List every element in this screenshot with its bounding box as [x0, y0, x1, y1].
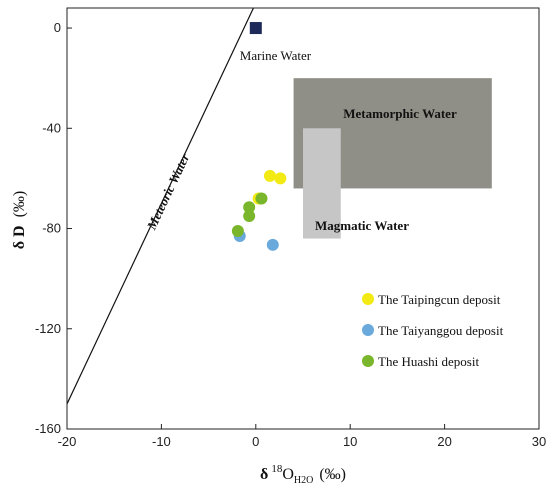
- y-tick-label: -160: [35, 421, 61, 436]
- y-axis-title: δ D(‰): [11, 191, 28, 250]
- metamorphic-water-label: Metamorphic Water: [343, 106, 457, 121]
- y-tick-label: -40: [42, 120, 61, 135]
- marine-water-label: Marine Water: [240, 48, 312, 63]
- data-point-series-1-2: [274, 172, 287, 185]
- magmatic-water-label: Magmatic Water: [315, 218, 409, 233]
- y-tick-label: 0: [54, 20, 61, 35]
- x-tick-label: -10: [152, 434, 171, 449]
- x-tick-label: -20: [58, 434, 77, 449]
- x-axis-title: δ 18OH2O (‰): [260, 463, 346, 486]
- x-tick-label: 0: [252, 434, 259, 449]
- data-point-series-1-1: [263, 169, 276, 182]
- legend-marker-series-1: [362, 293, 374, 305]
- legend-label-series-2: The Taiyanggou deposit: [378, 323, 504, 338]
- x-tick-label: 10: [343, 434, 357, 449]
- legend-marker-series-2: [362, 324, 374, 336]
- legend-label-series-1: The Taipingcun deposit: [378, 292, 501, 307]
- legend-label-series-3: The Huashi deposit: [378, 354, 479, 369]
- y-tick-label: -80: [42, 221, 61, 236]
- legend-marker-series-3: [362, 355, 374, 367]
- magmatic-water-region: [303, 128, 341, 239]
- x-tick-label: 20: [437, 434, 451, 449]
- data-point-series-3-1: [255, 192, 268, 205]
- marine-water-marker: [249, 22, 262, 35]
- x-tick-label: 30: [532, 434, 546, 449]
- data-point-series-3-3: [243, 209, 256, 222]
- data-point-series-3-4: [231, 225, 244, 238]
- data-point-series-3-2: [243, 201, 256, 214]
- y-tick-label: -120: [35, 321, 61, 336]
- plot-frame: [66, 7, 540, 430]
- data-point-series-2-2: [266, 238, 279, 251]
- meteoric-water-line: [66, 7, 254, 405]
